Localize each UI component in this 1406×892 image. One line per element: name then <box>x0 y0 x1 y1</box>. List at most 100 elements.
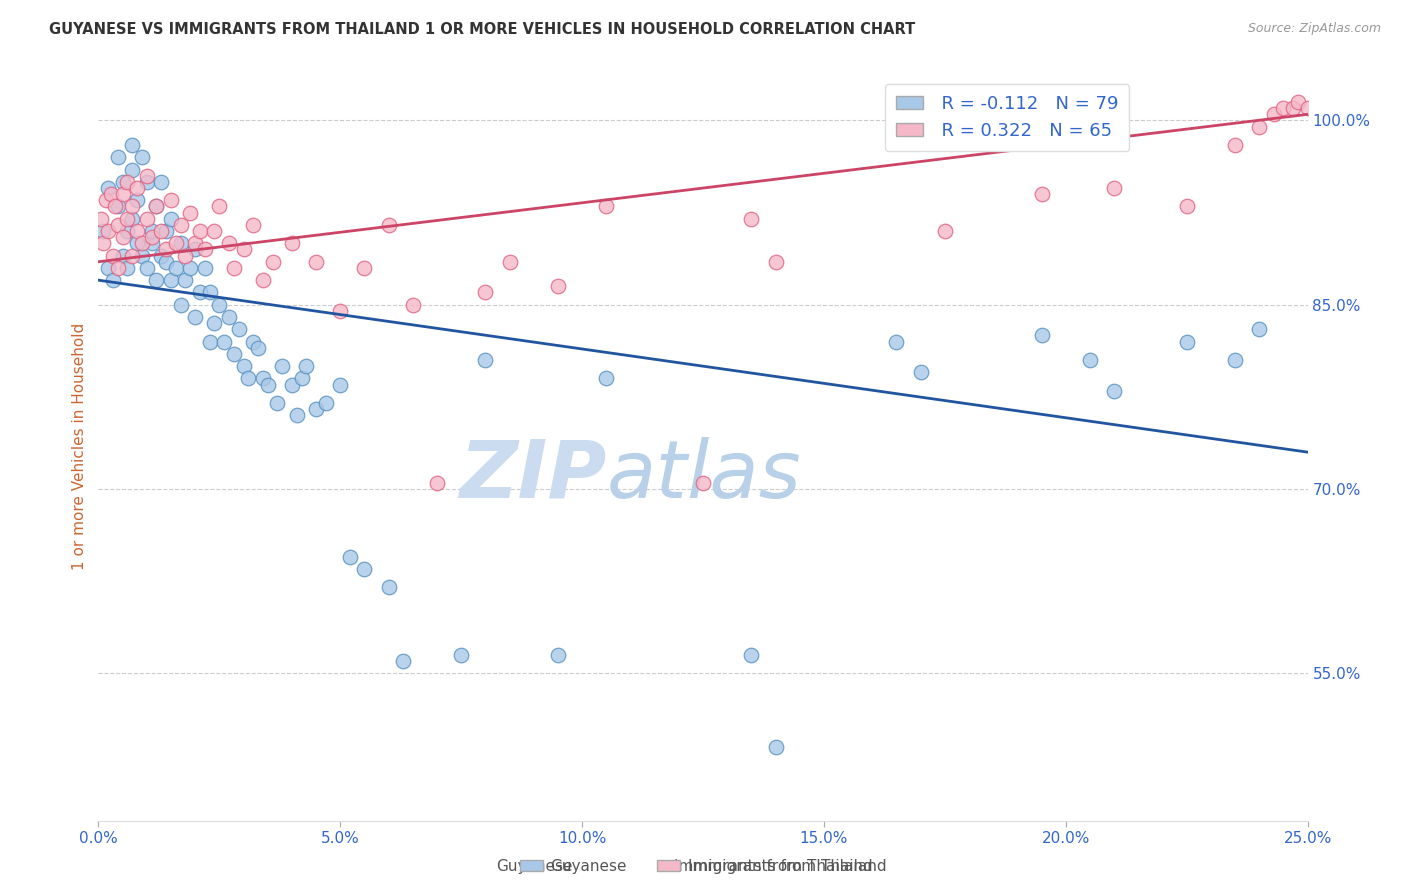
Point <box>1102 384 1125 398</box>
Point <box>91 224 114 238</box>
Point <box>141 224 163 238</box>
Point <box>97 224 120 238</box>
Point <box>886 334 908 349</box>
Point <box>104 199 127 213</box>
Point <box>165 260 187 275</box>
Point <box>281 377 304 392</box>
Point <box>377 218 399 232</box>
Point <box>1263 107 1285 121</box>
Legend: Guyanese, Immigrants from Thailand: Guyanese, Immigrants from Thailand <box>513 853 893 880</box>
Point <box>262 254 284 268</box>
Point <box>392 654 415 668</box>
Point <box>281 236 304 251</box>
Point <box>305 402 328 417</box>
Point <box>135 211 157 226</box>
Point <box>1249 322 1271 336</box>
Point <box>111 249 134 263</box>
Point <box>1078 353 1101 368</box>
Point <box>127 194 149 208</box>
Text: ZIP: ZIP <box>458 437 606 515</box>
Point <box>1282 101 1305 115</box>
Point <box>353 562 375 576</box>
Point <box>165 236 187 251</box>
Point <box>377 580 399 594</box>
Point <box>101 249 124 263</box>
Point <box>121 199 143 213</box>
Point <box>188 224 211 238</box>
Point <box>184 243 207 257</box>
Point <box>271 359 294 373</box>
Point <box>121 162 143 177</box>
Point <box>204 316 226 330</box>
Point <box>111 230 134 244</box>
Point <box>131 249 153 263</box>
Point <box>145 199 167 213</box>
Point <box>285 409 308 423</box>
Point <box>184 236 207 251</box>
Point <box>353 260 375 275</box>
Point <box>141 236 163 251</box>
Point <box>212 334 235 349</box>
Point <box>107 150 129 164</box>
Point <box>135 169 157 183</box>
Point <box>94 194 117 208</box>
Point <box>934 224 956 238</box>
Point <box>100 187 122 202</box>
Point <box>450 648 472 662</box>
Point <box>135 260 157 275</box>
Point <box>179 205 201 219</box>
Point <box>218 236 240 251</box>
Point <box>1031 187 1053 202</box>
Point <box>127 224 149 238</box>
Point <box>111 175 134 189</box>
Point <box>155 224 177 238</box>
Point <box>474 353 496 368</box>
Point <box>692 475 714 490</box>
Point <box>740 211 762 226</box>
Point <box>256 377 278 392</box>
Point <box>305 254 328 268</box>
Point <box>155 254 177 268</box>
Point <box>498 254 520 268</box>
Point <box>252 371 274 385</box>
Point <box>194 260 217 275</box>
Point <box>208 298 231 312</box>
Point <box>1296 101 1319 115</box>
Point <box>127 181 149 195</box>
Point <box>107 218 129 232</box>
Point <box>101 273 124 287</box>
Point <box>145 199 167 213</box>
Point <box>121 211 143 226</box>
Point <box>266 396 288 410</box>
Point <box>1272 101 1295 115</box>
Point <box>426 475 449 490</box>
Point <box>117 224 139 238</box>
Point <box>198 285 221 300</box>
Point <box>145 273 167 287</box>
Point <box>117 211 139 226</box>
Point <box>117 175 139 189</box>
Point <box>1223 353 1246 368</box>
Point <box>160 211 183 226</box>
Point <box>238 371 260 385</box>
Y-axis label: 1 or more Vehicles in Household: 1 or more Vehicles in Household <box>72 322 87 570</box>
Text: GUYANESE VS IMMIGRANTS FROM THAILAND 1 OR MORE VEHICLES IN HOUSEHOLD CORRELATION: GUYANESE VS IMMIGRANTS FROM THAILAND 1 O… <box>49 22 915 37</box>
Point <box>232 243 254 257</box>
Point <box>155 243 177 257</box>
Point <box>107 260 129 275</box>
Point <box>402 298 425 312</box>
Point <box>247 341 270 355</box>
Point <box>169 298 191 312</box>
Point <box>595 199 617 213</box>
Point <box>290 371 312 385</box>
Point <box>1249 120 1271 134</box>
Point <box>910 365 932 379</box>
Point <box>252 273 274 287</box>
Point <box>174 273 197 287</box>
Point <box>1175 334 1198 349</box>
Point <box>107 199 129 213</box>
Point <box>91 236 114 251</box>
Point <box>141 230 163 244</box>
Point <box>127 236 149 251</box>
Point <box>121 249 143 263</box>
